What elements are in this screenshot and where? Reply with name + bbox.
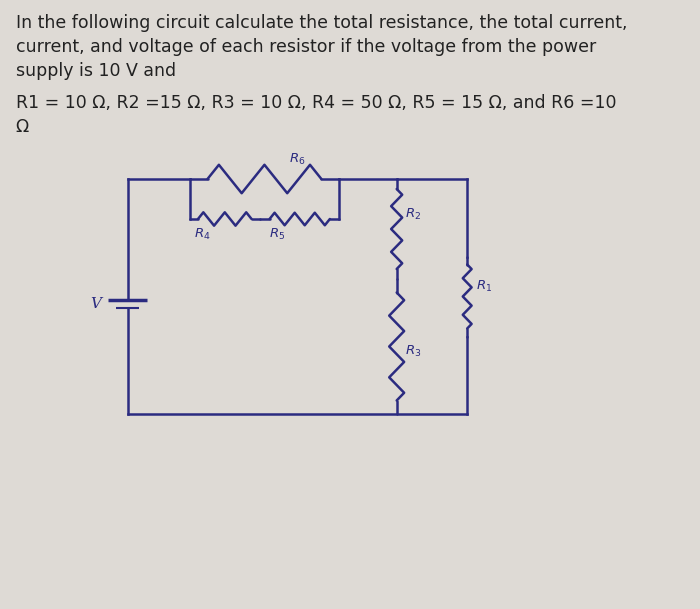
Text: $R_1$: $R_1$	[476, 279, 492, 294]
Text: In the following circuit calculate the total resistance, the total current,: In the following circuit calculate the t…	[16, 14, 627, 32]
Text: supply is 10 V and: supply is 10 V and	[16, 62, 176, 80]
Text: $R_6$: $R_6$	[289, 152, 306, 167]
Text: $R_2$: $R_2$	[405, 206, 421, 222]
Text: Ω: Ω	[16, 118, 29, 136]
Text: $R_3$: $R_3$	[405, 344, 422, 359]
Text: $R_4$: $R_4$	[194, 227, 211, 242]
Text: R1 = 10 Ω, R2 =15 Ω, R3 = 10 Ω, R4 = 50 Ω, R5 = 15 Ω, and R6 =10: R1 = 10 Ω, R2 =15 Ω, R3 = 10 Ω, R4 = 50 …	[16, 94, 617, 112]
Text: current, and voltage of each resistor if the voltage from the power: current, and voltage of each resistor if…	[16, 38, 596, 56]
Text: V: V	[90, 297, 101, 311]
Text: $R_5$: $R_5$	[269, 227, 285, 242]
